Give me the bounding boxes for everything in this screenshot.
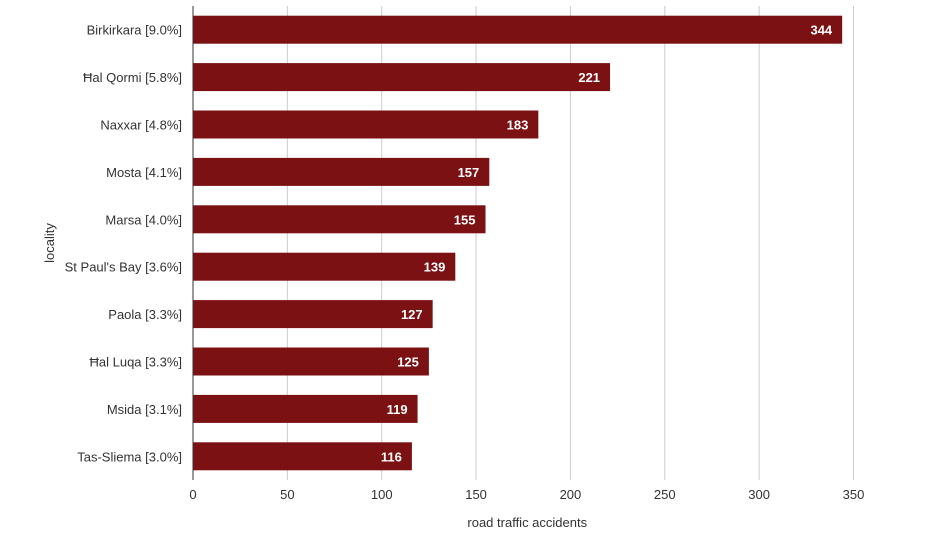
bar: [193, 252, 456, 281]
bar: [193, 442, 412, 471]
x-tick-label: 200: [560, 487, 582, 502]
data-label: 127: [401, 307, 423, 322]
bar: [193, 205, 486, 234]
data-label: 119: [387, 402, 408, 417]
data-label: 116: [381, 449, 402, 464]
x-tick-label: 150: [465, 487, 487, 502]
x-tick-label: 50: [280, 487, 294, 502]
data-label: 221: [578, 70, 600, 85]
category-label: Paola [3.3%]: [108, 307, 182, 322]
category-label: Msida [3.1%]: [107, 402, 182, 417]
category-label: Marsa [4.0%]: [105, 212, 182, 227]
bar: [193, 15, 843, 44]
bar: [193, 394, 418, 423]
category-label: Naxxar [4.8%]: [100, 118, 182, 133]
x-tick-label: 350: [843, 487, 865, 502]
category-label: St Paul's Bay [3.6%]: [65, 260, 182, 275]
category-label: Ħal Luqa [3.3%]: [89, 355, 182, 370]
category-label: Birkirkara [9.0%]: [87, 23, 182, 38]
category-label: Mosta [4.1%]: [106, 165, 182, 180]
bar: [193, 347, 429, 376]
data-label: 344: [810, 23, 832, 38]
category-label: Tas-Sliema [3.0%]: [77, 449, 182, 464]
bar: [193, 110, 539, 139]
data-label: 157: [458, 165, 480, 180]
category-labels: Birkirkara [9.0%] Ħal Qormi [5.8%] Naxxar …: [65, 23, 182, 465]
data-label: 125: [397, 355, 419, 370]
category-label: Ħal Qormi [5.8%]: [83, 70, 182, 85]
data-label: 155: [454, 212, 476, 227]
data-label: 139: [424, 260, 446, 275]
x-tick-label: 250: [654, 487, 676, 502]
x-axis-title: road traffic accidents: [467, 515, 587, 530]
x-tick-label: 0: [189, 487, 196, 502]
y-axis-title: locality: [42, 223, 57, 263]
x-tick-label: 100: [371, 487, 393, 502]
x-tick-labels: 0 50 100 150 200 250 300 350: [189, 487, 864, 502]
bars: 344 221 183 157 155 139 127 125 119 116: [193, 15, 843, 471]
bar: [193, 300, 433, 329]
x-tick-label: 300: [748, 487, 770, 502]
data-label: 183: [507, 118, 529, 133]
bar: [193, 63, 611, 92]
bar: [193, 157, 490, 186]
